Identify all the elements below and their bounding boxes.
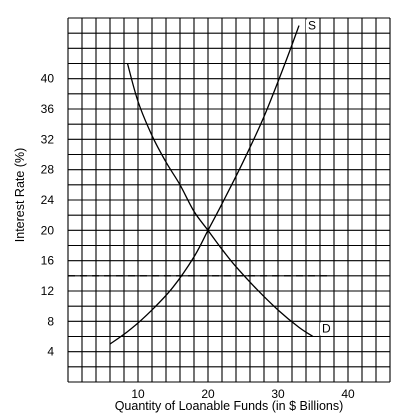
curve-label-d: D <box>322 322 331 336</box>
chart-grid <box>67 17 391 383</box>
x-tick-label: 30 <box>271 387 285 401</box>
y-tick-label: 32 <box>41 132 55 146</box>
x-tick-label: 20 <box>201 387 215 401</box>
y-tick-label: 28 <box>41 163 55 177</box>
series-curves <box>109 25 314 345</box>
x-tick-label: 40 <box>341 387 355 401</box>
y-tick-label: 36 <box>41 102 55 116</box>
y-tick-labels: 4 8 12 16 20 24 28 32 36 40 <box>41 72 55 359</box>
curve-label-bg <box>320 322 332 336</box>
x-tick-labels: 10 20 30 40 <box>131 387 355 401</box>
y-tick-label: 4 <box>47 345 54 359</box>
y-tick-label: 40 <box>41 72 55 86</box>
y-tick-label: 20 <box>41 223 55 237</box>
y-axis-title: Interest Rate (%) <box>13 148 27 242</box>
curve-label-s: S <box>308 19 316 33</box>
y-tick-label: 16 <box>41 254 55 268</box>
x-tick-label: 10 <box>131 387 145 401</box>
x-axis-title: Quantity of Loanable Funds (in $ Billion… <box>115 399 344 413</box>
series-labels: SD <box>306 19 332 336</box>
curve-label-bg <box>306 19 318 33</box>
y-tick-label: 12 <box>41 284 55 298</box>
curve-d <box>126 63 314 338</box>
y-tick-label: 8 <box>47 314 54 328</box>
y-tick-label: 24 <box>41 193 55 207</box>
